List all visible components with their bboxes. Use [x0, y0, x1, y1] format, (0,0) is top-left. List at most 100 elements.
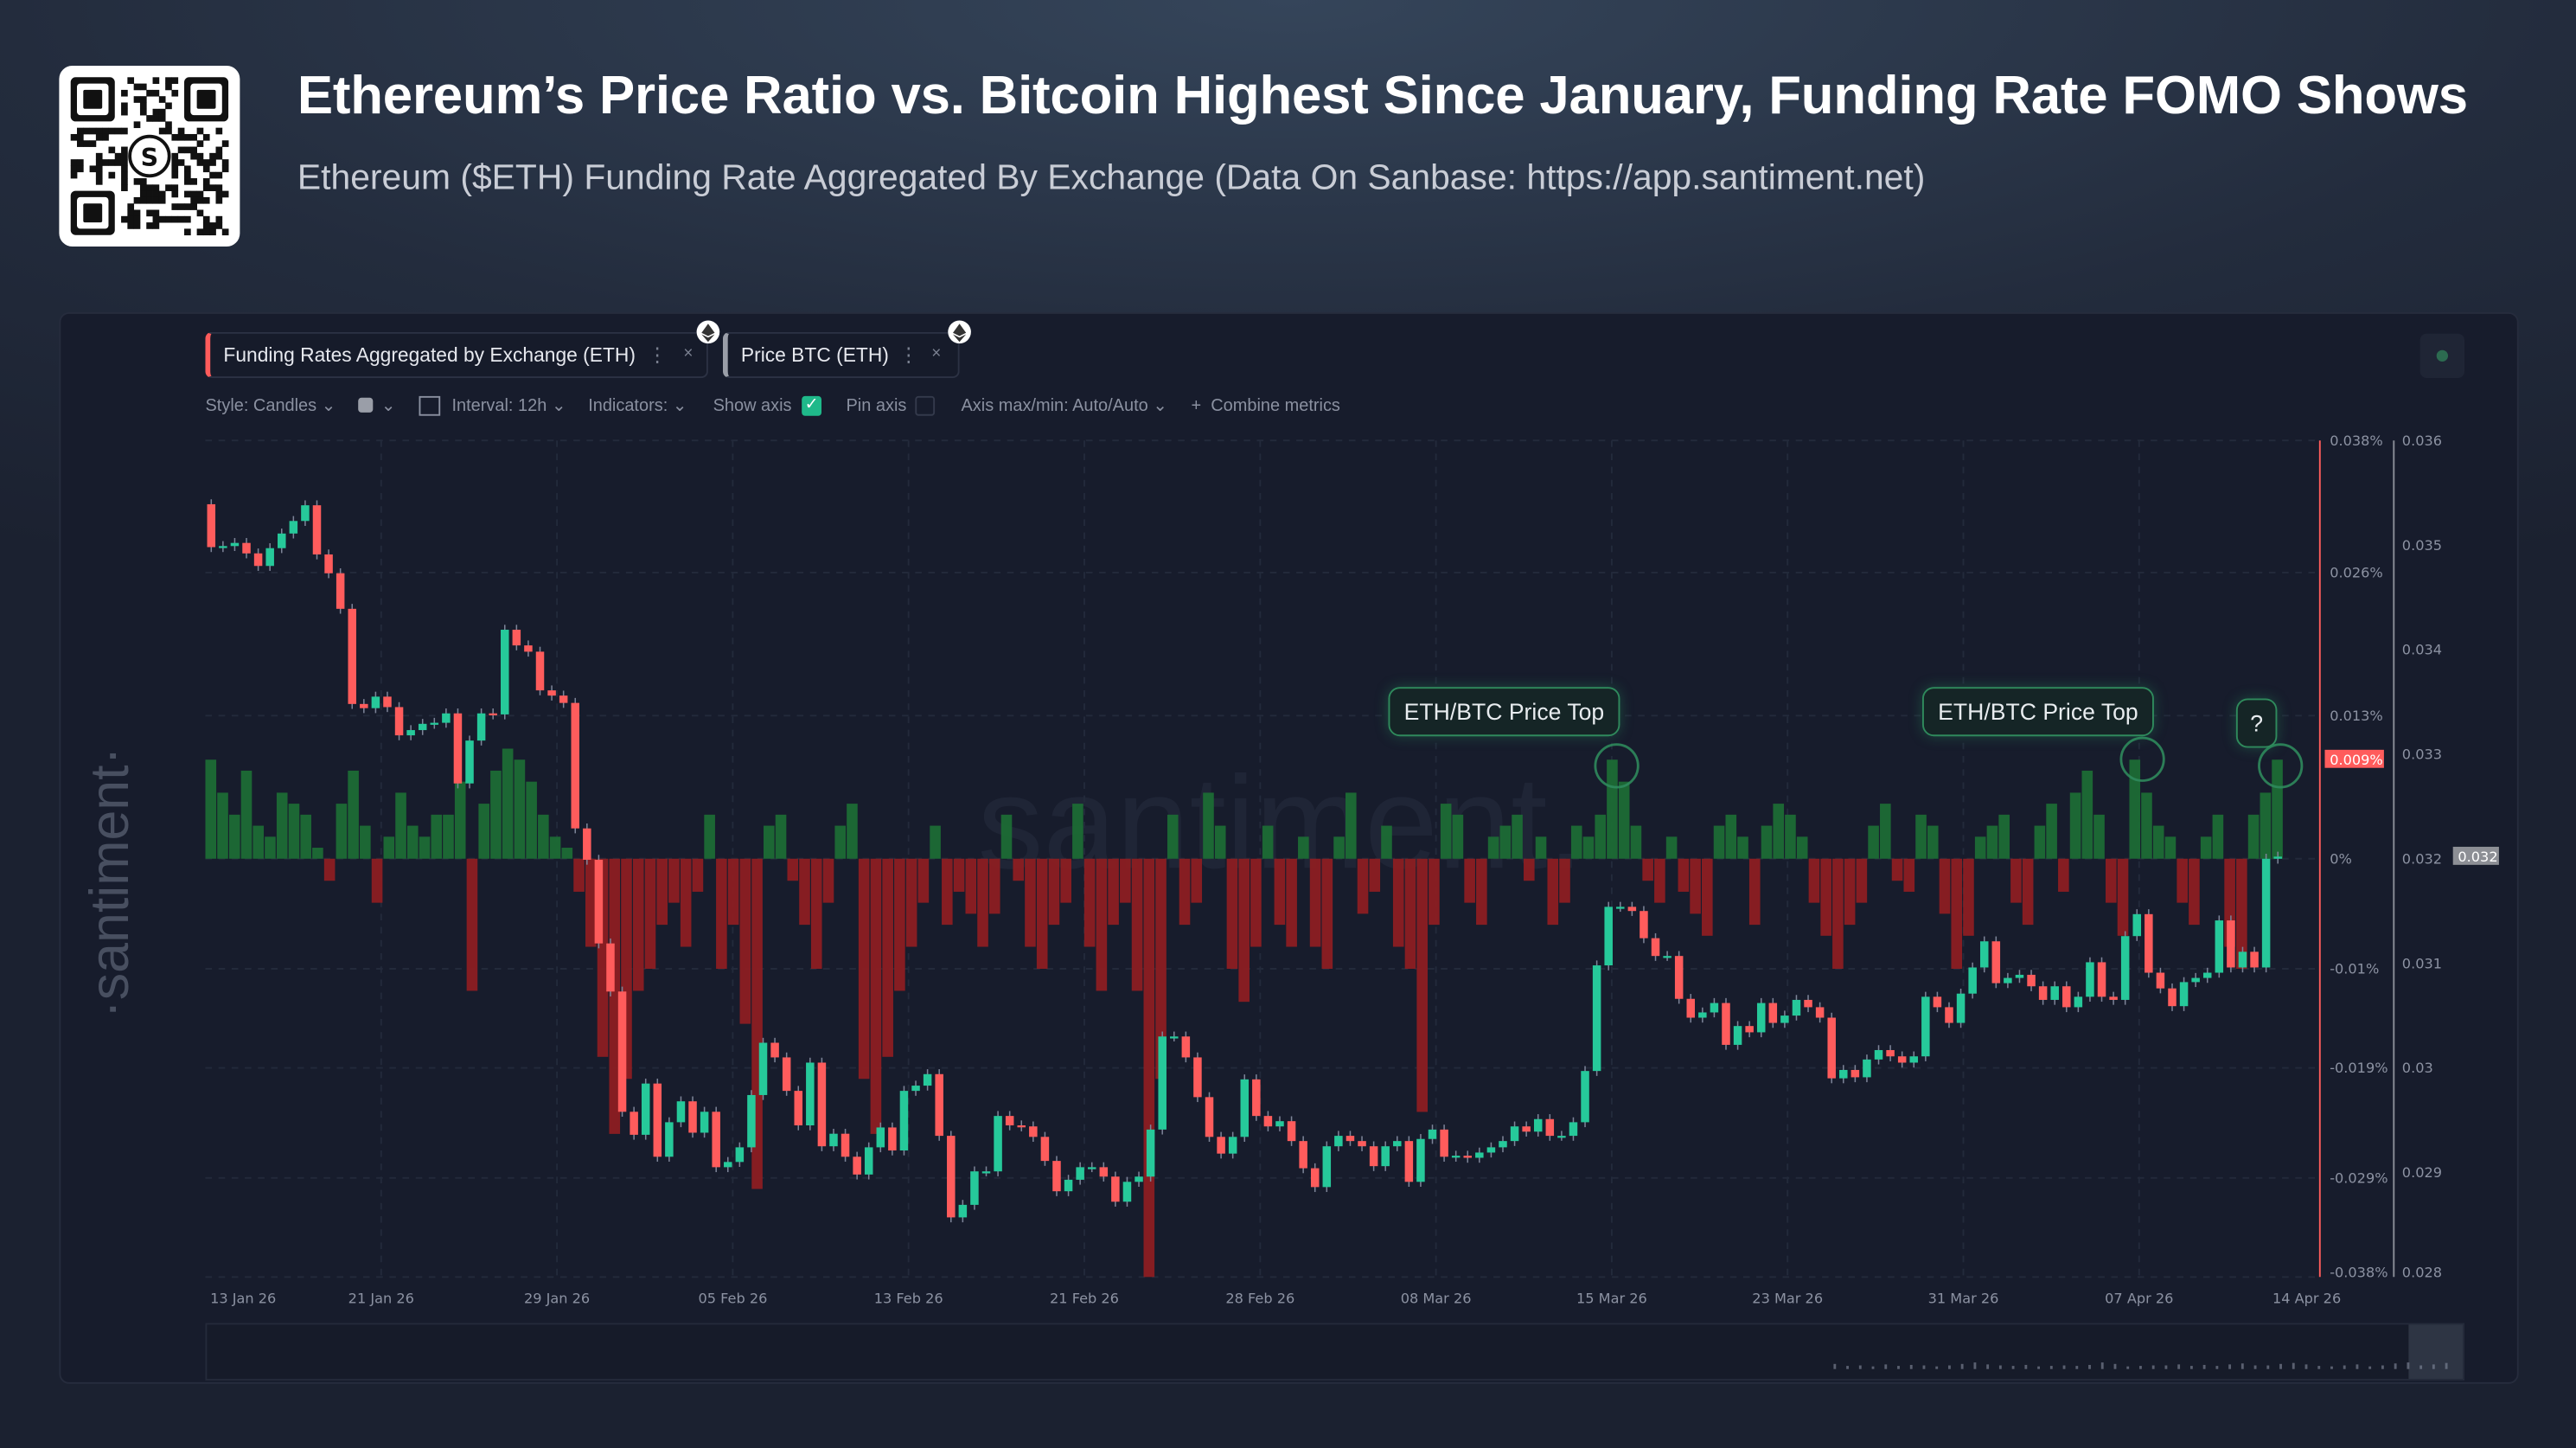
- pin-axis-checkbox[interactable]: [915, 395, 936, 416]
- price-candle: [1111, 1176, 1120, 1202]
- funding-bar: [2129, 759, 2141, 859]
- price-candle: [888, 1127, 897, 1151]
- show-axis-checkbox[interactable]: ✓: [802, 395, 821, 416]
- price-candle: [1393, 1141, 1402, 1147]
- price-candle: [876, 1127, 885, 1148]
- price-axis-tick: 0.036: [2402, 432, 2442, 449]
- funding-axis-tick: 0.026%: [2330, 565, 2383, 581]
- funding-axis-tick: -0.029%: [2330, 1169, 2387, 1186]
- price-candle: [1122, 1182, 1132, 1202]
- funding-bar: [2176, 858, 2188, 903]
- santiment-logo-letter: S: [141, 144, 159, 172]
- price-candle: [1040, 1137, 1050, 1162]
- price-candle: [1193, 1057, 1202, 1098]
- qr-module: [121, 215, 128, 223]
- price-candle: [512, 630, 521, 646]
- price-candle: [923, 1073, 932, 1086]
- price-candle: [371, 696, 380, 708]
- price-candle: [383, 696, 392, 708]
- more-options-icon[interactable]: ⋮: [647, 343, 668, 367]
- price-candle: [1733, 1026, 1742, 1045]
- funding-bar: [1939, 858, 1951, 914]
- qr-module: [114, 159, 122, 166]
- price-candle: [1592, 965, 1601, 1072]
- qr-module: [76, 133, 84, 141]
- funding-bar: [1274, 858, 1286, 926]
- qr-module: [152, 196, 160, 204]
- price-candle: [794, 1091, 802, 1126]
- qr-code: S: [59, 66, 240, 247]
- qr-module: [108, 171, 116, 179]
- qr-module: [196, 190, 204, 198]
- qr-module: [171, 89, 179, 97]
- more-options-icon[interactable]: ⋮: [898, 343, 919, 367]
- settings-button[interactable]: [2419, 333, 2464, 378]
- qr-module: [158, 196, 166, 204]
- chevron-down-icon[interactable]: ⌄: [380, 395, 396, 416]
- qr-module: [171, 215, 179, 223]
- qr-module: [209, 171, 216, 179]
- highlight-circle: [2119, 736, 2165, 782]
- close-icon[interactable]: ×: [931, 345, 942, 363]
- price-candle: [641, 1083, 650, 1135]
- tab-label: Funding Rates Aggregated by Exchange (ET…: [223, 343, 636, 367]
- qr-module: [184, 190, 191, 198]
- funding-bar: [431, 814, 443, 859]
- qr-module: [83, 140, 90, 147]
- qr-module: [152, 215, 160, 223]
- price-candle: [1005, 1116, 1014, 1126]
- funding-bar: [336, 804, 348, 859]
- qr-module: [202, 178, 210, 185]
- price-candle: [1287, 1121, 1296, 1142]
- funding-bar: [1072, 804, 1083, 859]
- price-candle: [1252, 1079, 1261, 1117]
- qr-module: [146, 209, 153, 217]
- funding-bar: [1392, 858, 1404, 947]
- price-axis-tick: 0.028: [2402, 1264, 2442, 1280]
- santiment-logo: [128, 134, 171, 178]
- qr-module: [184, 203, 191, 210]
- funding-bar: [2081, 770, 2093, 859]
- qr-module: [76, 140, 84, 147]
- price-candle: [2273, 856, 2282, 859]
- time-range-navigator[interactable]: [205, 1323, 2464, 1381]
- price-candle: [2215, 920, 2224, 973]
- navigator-bar: [2100, 1362, 2104, 1369]
- funding-bar: [1903, 858, 1915, 892]
- navigator-selection[interactable]: [2408, 1324, 2464, 1380]
- funding-bar: [1868, 825, 1879, 859]
- axis-maxmin-dropdown[interactable]: Axis max/min: Auto/Auto ⌄: [961, 395, 1168, 416]
- qr-module: [146, 222, 153, 229]
- price-candle: [712, 1112, 720, 1168]
- qr-module: [152, 89, 160, 97]
- close-icon[interactable]: ×: [683, 345, 694, 363]
- qr-module: [95, 178, 103, 185]
- style-dropdown[interactable]: Style: Candles ⌄: [205, 395, 336, 416]
- funding-bar: [1369, 858, 1381, 892]
- funding-bar: [2034, 825, 2046, 859]
- tab-funding-rates[interactable]: Funding Rates Aggregated by Exchange (ET…: [205, 320, 720, 378]
- funding-bar: [692, 858, 704, 892]
- price-candle: [242, 542, 251, 554]
- price-candle: [418, 723, 427, 731]
- funding-bar: [1000, 814, 1013, 859]
- navigator-bar: [2113, 1363, 2117, 1369]
- price-candle: [360, 703, 368, 708]
- price-candle: [1240, 1079, 1250, 1137]
- funding-bar: [1298, 836, 1309, 859]
- interval-dropdown[interactable]: Interval: 12h ⌄: [451, 395, 566, 416]
- tab-price-btc[interactable]: Price BTC (ETH) ⋮ ×: [723, 320, 971, 378]
- price-candle: [1569, 1122, 1578, 1137]
- funding-bar: [704, 814, 715, 859]
- funding-bar: [1713, 825, 1725, 859]
- navigator-bar: [2368, 1366, 2372, 1369]
- indicators-dropdown[interactable]: Indicators: ⌄: [588, 395, 687, 416]
- funding-bar: [1690, 858, 1701, 914]
- combine-metrics-button[interactable]: + Combine metrics: [1191, 395, 1340, 416]
- funding-bar: [764, 825, 775, 859]
- price-candle: [2062, 986, 2071, 1008]
- price-candle: [606, 943, 615, 992]
- color-swatch[interactable]: [358, 397, 374, 413]
- page-title: Ethereum’s Price Ratio vs. Bitcoin Highe…: [297, 66, 2468, 125]
